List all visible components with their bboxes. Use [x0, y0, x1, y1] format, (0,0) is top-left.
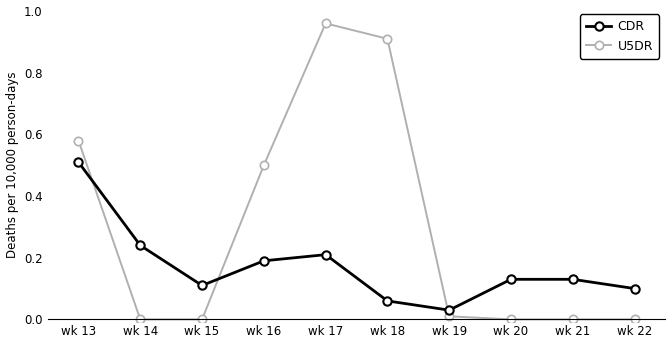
CDR — [383, 299, 391, 303]
U5DR — [445, 314, 453, 319]
CDR — [321, 252, 329, 257]
U5DR — [198, 317, 206, 321]
U5DR — [136, 317, 144, 321]
Legend: CDR, U5DR: CDR, U5DR — [580, 14, 659, 59]
CDR — [631, 287, 639, 291]
Line: U5DR: U5DR — [74, 19, 639, 324]
U5DR — [321, 21, 329, 25]
U5DR — [569, 317, 577, 321]
CDR — [198, 283, 206, 288]
U5DR — [260, 163, 268, 167]
CDR — [260, 259, 268, 263]
U5DR — [631, 317, 639, 321]
Line: CDR: CDR — [74, 158, 639, 314]
Y-axis label: Deaths per 10,000 person-days: Deaths per 10,000 person-days — [5, 72, 19, 258]
CDR — [445, 308, 453, 312]
U5DR — [383, 37, 391, 41]
CDR — [136, 243, 144, 247]
CDR — [507, 277, 515, 281]
CDR — [74, 160, 83, 164]
U5DR — [74, 139, 83, 143]
U5DR — [507, 317, 515, 321]
CDR — [569, 277, 577, 281]
